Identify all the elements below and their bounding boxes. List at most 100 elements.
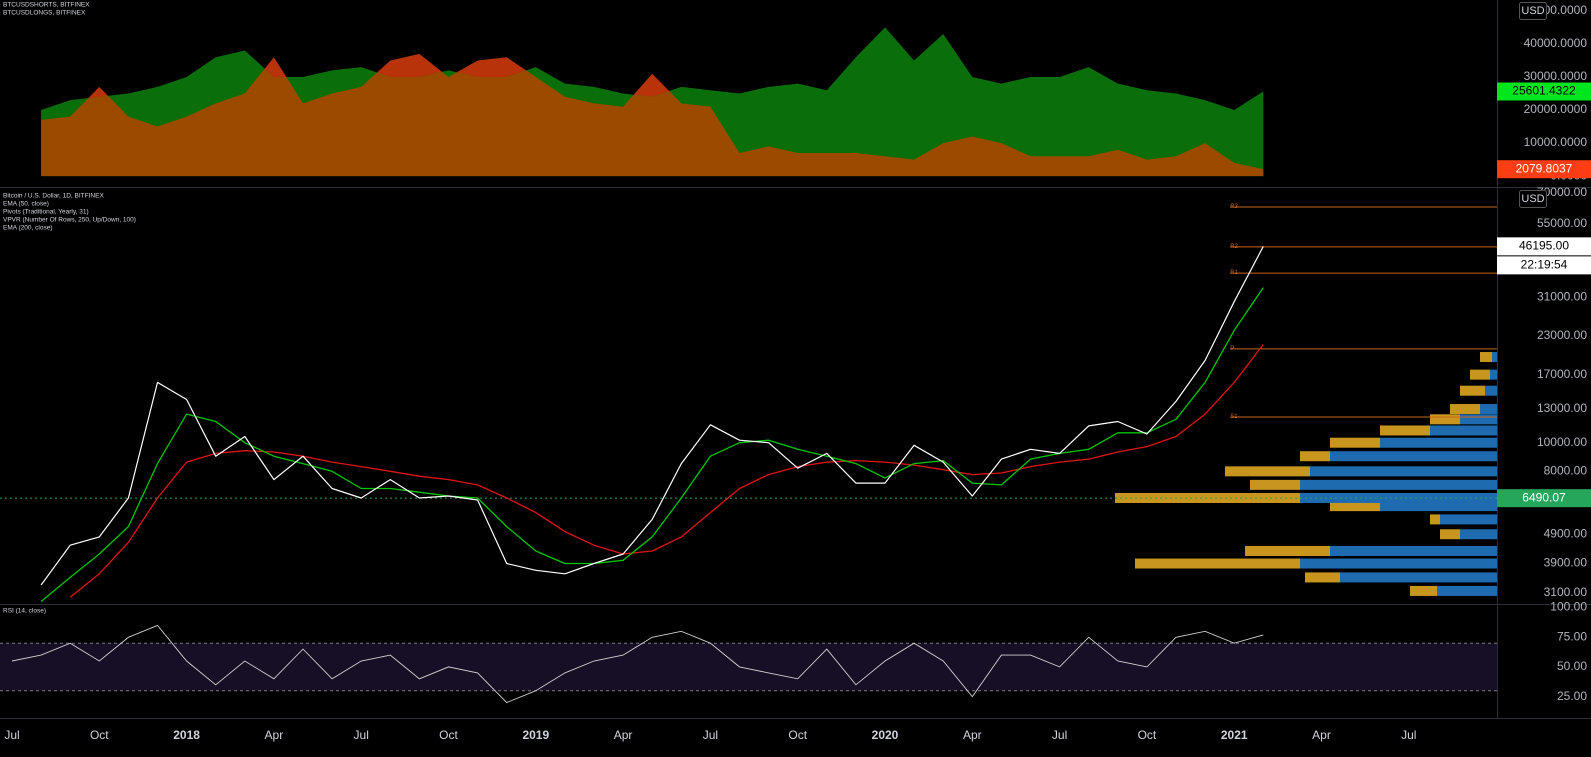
- vpvr-down: [1430, 414, 1460, 425]
- y-tick-label: 23000.00: [1537, 328, 1587, 342]
- countdown-chip-text: 22:19:54: [1521, 258, 1568, 272]
- y-tick-label: 10000.00: [1537, 435, 1587, 449]
- vpvr-up: [1480, 404, 1497, 415]
- x-tick-label: Jul: [1401, 728, 1416, 742]
- vpvr-up: [1485, 385, 1497, 396]
- last-value-chip-bg: [1497, 160, 1591, 179]
- countdown-chip: 22:19:54: [1497, 256, 1591, 275]
- y-tick-label: 100.00: [1550, 600, 1587, 614]
- x-tick-label: Jul: [354, 728, 369, 742]
- vpvr-up: [1300, 479, 1497, 490]
- y-tick-label: 40000.0000: [1524, 36, 1588, 50]
- legend-entry: BTCUSDSHORTS, BITFINEX: [3, 2, 90, 9]
- legend-entry: Pivots (Traditional, Yearly, 31): [3, 209, 89, 216]
- x-tick-label: Apr: [614, 728, 633, 742]
- vpvr-up: [1340, 572, 1497, 583]
- vpvr-up: [1440, 514, 1497, 525]
- overlap-area: [41, 53, 1264, 177]
- last-line-chip-text: 6490.07: [1522, 490, 1566, 504]
- vpvr-down: [1330, 437, 1380, 448]
- vpvr-down: [1330, 501, 1380, 512]
- vpvr-up: [1380, 501, 1497, 512]
- y-tick-label: 25.00: [1557, 689, 1587, 703]
- x-tick-label: 2019: [522, 728, 549, 742]
- x-tick-label: Jul: [4, 728, 19, 742]
- y-tick-label: 3900.00: [1544, 556, 1588, 570]
- vpvr-up: [1490, 369, 1497, 380]
- vpvr-down: [1300, 451, 1330, 462]
- vpvr-down: [1430, 514, 1440, 525]
- vpvr-up: [1460, 414, 1497, 425]
- last-value-chip-bg: [1497, 82, 1591, 101]
- vpvr-down: [1440, 529, 1460, 540]
- vpvr-down: [1450, 404, 1480, 415]
- countdown-chip-bg: [1497, 256, 1591, 275]
- y-tick-label: 13000.00: [1537, 401, 1587, 415]
- last-value-chip-text: 2079.8037: [1516, 161, 1573, 175]
- last-line-chip: 6490.07: [1497, 489, 1591, 508]
- vpvr-up: [1300, 492, 1497, 503]
- vpvr-down: [1135, 558, 1300, 569]
- rsi-title: RSI (14, close): [3, 608, 46, 615]
- vpvr-up: [1430, 425, 1497, 436]
- vpvr-down: [1460, 385, 1485, 396]
- x-tick-label: 2021: [1221, 728, 1248, 742]
- vpvr-up: [1437, 585, 1497, 596]
- y-tick-label: 17000.00: [1537, 367, 1587, 381]
- vpvr-down: [1410, 585, 1437, 596]
- vpvr-down: [1245, 546, 1330, 557]
- vpvr-up: [1300, 558, 1497, 569]
- vpvr-down: [1115, 492, 1300, 503]
- last-value-chip: 2079.8037: [1497, 160, 1591, 179]
- vpvr-up: [1380, 437, 1497, 448]
- vpvr-down: [1250, 479, 1300, 490]
- y-tick-label: 8000.00: [1544, 464, 1588, 478]
- legend-entry: EMA (50, close): [3, 201, 49, 208]
- last-price-chip-bg: [1497, 237, 1591, 256]
- vpvr-up: [1330, 546, 1497, 557]
- last-value-chip-text: 25601.4322: [1512, 84, 1576, 98]
- last-value-chip: 25601.4322: [1497, 82, 1591, 101]
- vpvr-down: [1480, 352, 1492, 363]
- last-price-chip-text: 46195.00: [1519, 239, 1569, 253]
- last-price-chip: 46195.00: [1497, 237, 1591, 256]
- y-tick-label: 55000.00: [1537, 216, 1587, 230]
- vpvr-down: [1305, 572, 1340, 583]
- x-tick-label: Oct: [1138, 728, 1157, 742]
- x-tick-label: Jul: [1052, 728, 1067, 742]
- y-tick-label: 70000.00: [1537, 185, 1587, 199]
- legend-entry: BTCUSDLONGS, BITFINEX: [3, 10, 86, 17]
- y-tick-label: 30000.0000: [1524, 69, 1588, 83]
- rsi-line: [11, 624, 1264, 704]
- y-tick-label: 75.00: [1557, 629, 1587, 643]
- currency-box: [1519, 2, 1547, 20]
- x-tick-label: 2018: [173, 728, 200, 742]
- currency-box: [1519, 190, 1547, 208]
- price-line: [69, 344, 1264, 598]
- currency-label: USD: [1521, 5, 1544, 17]
- pivot-label: P: [1230, 346, 1234, 352]
- legend-entry: Bitcoin / U.S. Dollar, 1D, BITFINEX: [3, 193, 104, 200]
- x-tick-label: Oct: [90, 728, 109, 742]
- pivot-label: R3: [1230, 204, 1238, 210]
- vpvr-up: [1460, 529, 1497, 540]
- x-tick-label: Jul: [703, 728, 718, 742]
- pivot-label: R1: [1230, 270, 1238, 276]
- x-tick-label: 2020: [872, 728, 899, 742]
- y-tick-label: 10000.0000: [1524, 135, 1588, 149]
- x-tick-label: Oct: [788, 728, 807, 742]
- y-tick-label: 31000.00: [1537, 290, 1587, 304]
- pivot-label: R2: [1230, 244, 1238, 250]
- rsi-band: [0, 643, 1497, 691]
- last-line-chip-bg: [1497, 489, 1591, 508]
- currency-label: USD: [1521, 193, 1544, 205]
- legend-entry: VPVR (Number Of Rows, 250, Up/Down, 100): [3, 217, 136, 224]
- x-tick-label: Apr: [1312, 728, 1331, 742]
- legend-entry: EMA (200, close): [3, 225, 53, 232]
- vpvr-down: [1380, 425, 1430, 436]
- vpvr-up: [1330, 451, 1497, 462]
- vpvr-down: [1225, 466, 1310, 477]
- y-tick-label: 50.00: [1557, 659, 1587, 673]
- x-tick-label: Oct: [439, 728, 458, 742]
